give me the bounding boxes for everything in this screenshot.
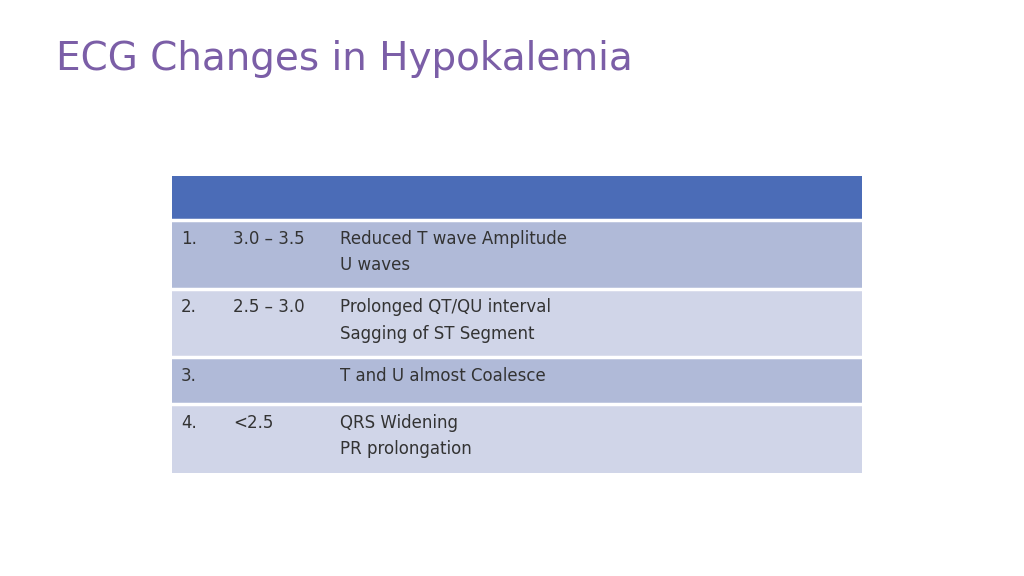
Text: Prolonged QT/QU interval
Sagging of ST Segment: Prolonged QT/QU interval Sagging of ST S… [340, 298, 551, 343]
Text: Reduced T wave Amplitude
U waves: Reduced T wave Amplitude U waves [340, 230, 567, 274]
Bar [331, 220, 862, 289]
Bar [331, 404, 862, 473]
Bar [331, 289, 862, 357]
Bar [172, 289, 223, 357]
Text: 2.5 – 3.0: 2.5 – 3.0 [232, 298, 304, 316]
Bar [172, 176, 223, 220]
Bar [331, 176, 862, 220]
Bar [223, 357, 331, 404]
Bar [223, 176, 331, 220]
Text: QRS Widening
PR prolongation: QRS Widening PR prolongation [340, 414, 472, 458]
Text: 2.: 2. [181, 298, 197, 316]
Text: 3.: 3. [181, 367, 197, 385]
Text: 1.: 1. [181, 230, 197, 248]
Text: 4.: 4. [181, 414, 197, 432]
Bar [172, 357, 223, 404]
Text: <2.5: <2.5 [232, 414, 273, 432]
Bar [172, 220, 223, 289]
Bar [172, 404, 223, 473]
Bar [223, 289, 331, 357]
Text: ECG Changes in Hypokalemia: ECG Changes in Hypokalemia [56, 40, 633, 78]
Bar [223, 404, 331, 473]
Bar [331, 357, 862, 404]
Text: 3.0 – 3.5: 3.0 – 3.5 [232, 230, 304, 248]
Text: T and U almost Coalesce: T and U almost Coalesce [340, 367, 546, 385]
Bar [223, 220, 331, 289]
